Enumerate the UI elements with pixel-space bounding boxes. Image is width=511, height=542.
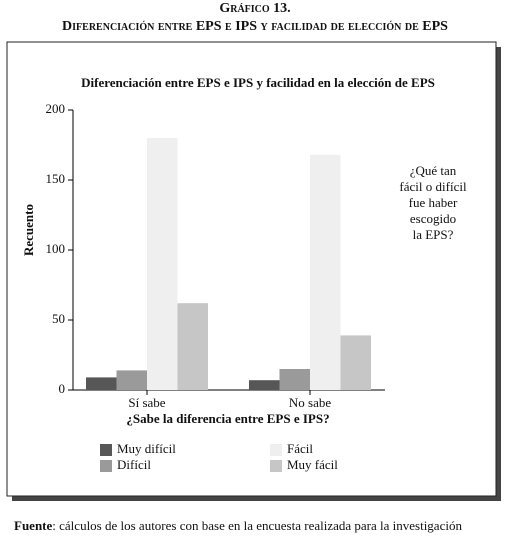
chart-title: Diferenciación entre EPS e IPS y facilid… bbox=[81, 75, 435, 90]
bar bbox=[177, 303, 208, 390]
legend-title: fue haber bbox=[409, 195, 458, 210]
figure-number: Gráfico 13. bbox=[219, 1, 290, 16]
y-tick-label: 200 bbox=[46, 101, 66, 116]
figure-title: Diferenciación entre EPS e IPS y facilid… bbox=[62, 19, 448, 34]
y-tick-label: 50 bbox=[52, 311, 65, 326]
legend-label: Difícil bbox=[117, 457, 151, 472]
legend-title: la EPS? bbox=[413, 227, 454, 242]
bar bbox=[147, 138, 178, 390]
legend-label: Fácil bbox=[287, 441, 313, 456]
y-tick-label: 150 bbox=[46, 171, 66, 186]
x-tick-label: No sabe bbox=[289, 395, 331, 410]
x-axis-label: ¿Sabe la diferencia entre EPS e IPS? bbox=[126, 411, 329, 426]
legend-title: escogido bbox=[410, 211, 456, 226]
source-text: : cálculos de los autores con base en la… bbox=[52, 518, 462, 533]
frame bbox=[6, 41, 497, 497]
legend-label: Muy difícil bbox=[117, 441, 176, 456]
legend-label: Muy fácil bbox=[287, 457, 338, 472]
legend-swatch bbox=[100, 444, 112, 456]
bar bbox=[249, 380, 280, 390]
legend-title: ¿Qué tan bbox=[410, 163, 457, 178]
legend-swatch bbox=[100, 460, 112, 472]
bar bbox=[310, 154, 341, 390]
legend-swatch bbox=[270, 460, 282, 472]
legend-swatch bbox=[270, 444, 282, 456]
y-tick-label: 0 bbox=[59, 381, 66, 396]
source-label: Fuente bbox=[14, 518, 53, 533]
bar bbox=[86, 377, 117, 390]
bar bbox=[116, 370, 147, 390]
x-tick-label: Sí sabe bbox=[128, 395, 165, 410]
y-tick-label: 100 bbox=[46, 241, 66, 256]
legend-title: fácil o difícil bbox=[399, 179, 467, 194]
source-note: Fuente: cálculos de los autores con base… bbox=[14, 518, 462, 533]
bar bbox=[340, 335, 371, 390]
y-axis-label: Recuento bbox=[21, 204, 36, 256]
bar bbox=[279, 369, 310, 390]
